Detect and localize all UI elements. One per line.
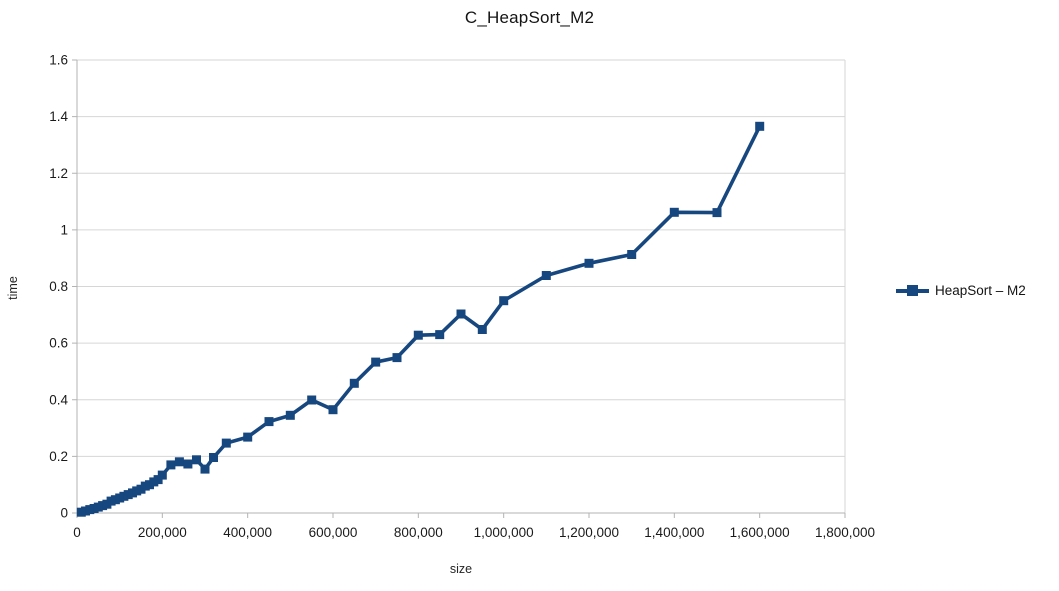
data-point-marker xyxy=(209,453,218,462)
series-line xyxy=(80,125,762,514)
y-tick-label: 0.4 xyxy=(49,392,68,407)
y-tick-label: 0.6 xyxy=(49,336,68,351)
data-point-marker xyxy=(200,464,210,474)
y-tick-label: 1.2 xyxy=(49,166,68,181)
data-point-marker xyxy=(192,455,201,465)
y-tick-label: 0.2 xyxy=(49,449,68,464)
data-point-marker xyxy=(669,207,679,217)
x-tick-label: 1,600,000 xyxy=(730,525,790,540)
data-point-marker xyxy=(627,250,637,259)
data-point-marker xyxy=(307,395,317,405)
data-point-marker xyxy=(285,410,295,420)
legend: HeapSort – M2 xyxy=(896,283,1026,298)
x-tick-label: 200,000 xyxy=(138,525,187,540)
y-tick-label: 0.8 xyxy=(49,279,68,294)
data-point-marker xyxy=(456,309,466,319)
data-point-marker xyxy=(435,330,445,340)
data-point-marker xyxy=(157,470,167,480)
x-tick-label: 0 xyxy=(73,525,81,540)
data-point-marker xyxy=(183,459,193,469)
data-point-marker xyxy=(243,432,253,442)
data-point-marker xyxy=(541,271,551,280)
y-tick-label: 0 xyxy=(60,506,68,521)
data-point-marker xyxy=(755,121,765,131)
data-point-marker xyxy=(712,208,722,218)
data-point-marker xyxy=(499,296,509,306)
data-point-marker xyxy=(166,460,176,470)
data-point-marker xyxy=(264,417,274,427)
legend-square-marker-icon xyxy=(907,285,918,296)
y-tick-label: 1 xyxy=(60,222,68,237)
y-axis-title: time xyxy=(6,276,20,300)
x-tick-label: 400,000 xyxy=(223,525,272,540)
x-tick-label: 800,000 xyxy=(394,525,443,540)
data-point-marker xyxy=(584,258,594,268)
data-point-marker xyxy=(349,378,359,388)
x-tick-label: 1,000,000 xyxy=(474,525,534,540)
data-point-marker xyxy=(371,357,381,367)
data-point-marker xyxy=(392,353,402,363)
legend-series-label: HeapSort – M2 xyxy=(935,283,1026,298)
data-point-marker xyxy=(174,457,184,467)
data-point-marker xyxy=(477,325,487,334)
x-axis-title: size xyxy=(449,562,473,576)
data-point-marker xyxy=(328,405,338,415)
x-tick-label: 1,400,000 xyxy=(644,525,704,540)
legend-series-marker-icon xyxy=(896,285,929,296)
x-tick-label: 600,000 xyxy=(309,525,358,540)
chart-title: C_HeapSort_M2 xyxy=(464,8,595,27)
data-point-marker xyxy=(221,438,231,448)
x-tick-label: 1,800,000 xyxy=(815,525,875,540)
data-point-marker xyxy=(413,330,423,340)
y-tick-label: 1.6 xyxy=(49,53,68,68)
x-tick-label: 1,200,000 xyxy=(559,525,619,540)
y-tick-label: 1.4 xyxy=(49,109,68,124)
